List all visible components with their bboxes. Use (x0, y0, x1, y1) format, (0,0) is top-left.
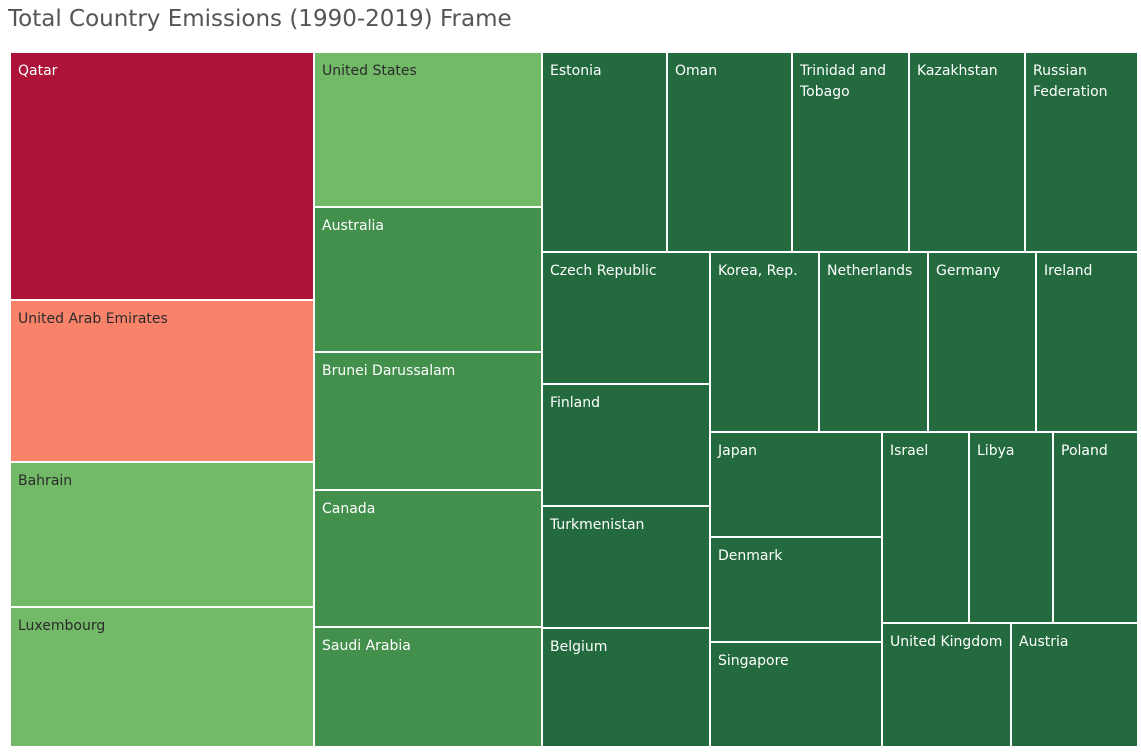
treemap-tile-turkmenistan[interactable]: Turkmenistan (542, 506, 710, 628)
treemap-tile-united-states[interactable]: United States (314, 52, 542, 207)
treemap-tile-label: Bahrain (18, 473, 73, 489)
treemap-tile-label: Estonia (550, 63, 602, 79)
treemap-tile-united-kingdom[interactable]: United Kingdom (882, 623, 1011, 747)
treemap-tile-belgium[interactable]: Belgium (542, 628, 710, 747)
treemap-tile-qatar[interactable]: Qatar (10, 52, 314, 300)
treemap-tile-czech-republic[interactable]: Czech Republic (542, 252, 710, 384)
treemap-tile-label: Australia (322, 218, 384, 234)
treemap-tile-label: Oman (675, 63, 718, 79)
treemap-tile-label: Korea, Rep. (718, 263, 798, 279)
treemap-tile-oman[interactable]: Oman (667, 52, 792, 252)
chart-title: Total Country Emissions (1990-2019) Fram… (8, 6, 512, 32)
treemap-tile-label: Finland (550, 395, 601, 411)
treemap-tile-label: United Arab Emirates (18, 311, 168, 327)
treemap-tile-united-arab-emirates[interactable]: United Arab Emirates (10, 300, 314, 462)
treemap-tile-label: Trinidad and Tobago (800, 63, 887, 100)
treemap-tile-brunei-darussalam[interactable]: Brunei Darussalam (314, 352, 542, 490)
treemap-tile-label: Austria (1019, 634, 1069, 650)
treemap-tile-denmark[interactable]: Denmark (710, 537, 882, 642)
treemap-tile-australia[interactable]: Australia (314, 207, 542, 352)
treemap-tile-label: Denmark (718, 548, 783, 564)
treemap-tile-label: Canada (322, 501, 376, 517)
treemap-tile-label: United Kingdom (890, 634, 1003, 650)
treemap-tile-label: Ireland (1044, 263, 1093, 279)
treemap-tile-japan[interactable]: Japan (710, 432, 882, 537)
treemap-tile-luxembourg[interactable]: Luxembourg (10, 607, 314, 747)
treemap-tile-trinidad-and-tobago[interactable]: Trinidad and Tobago (792, 52, 909, 252)
treemap-tile-poland[interactable]: Poland (1053, 432, 1138, 623)
treemap-tile-singapore[interactable]: Singapore (710, 642, 882, 747)
treemap-tile-label: Poland (1061, 443, 1108, 459)
treemap-tile-russian-federation[interactable]: Russian Federation (1025, 52, 1138, 252)
treemap-tile-estonia[interactable]: Estonia (542, 52, 667, 252)
treemap-tile-label: Brunei Darussalam (322, 363, 456, 379)
treemap-tile-austria[interactable]: Austria (1011, 623, 1138, 747)
treemap-tile-label: Germany (936, 263, 1001, 279)
treemap-tile-label: Kazakhstan (917, 63, 998, 79)
treemap-tile-bahrain[interactable]: Bahrain (10, 462, 314, 607)
treemap-tile-germany[interactable]: Germany (928, 252, 1036, 432)
treemap-tile-label: Russian Federation (1033, 63, 1108, 100)
treemap-tile-label: Luxembourg (18, 618, 106, 634)
treemap-tile-label: Belgium (550, 639, 608, 655)
treemap-tile-label: Singapore (718, 653, 789, 669)
treemap-tile-ireland[interactable]: Ireland (1036, 252, 1138, 432)
treemap-tile-finland[interactable]: Finland (542, 384, 710, 506)
treemap-tile-israel[interactable]: Israel (882, 432, 969, 623)
treemap-tile-label: Israel (890, 443, 929, 459)
treemap-tile-label: Libya (977, 443, 1015, 459)
treemap-chart: Qatar United Arab Emirates Bahrain Luxembou… (10, 52, 1138, 747)
treemap-tile-kazakhstan[interactable]: Kazakhstan (909, 52, 1025, 252)
treemap-tile-canada[interactable]: Canada (314, 490, 542, 627)
treemap-tile-label: Netherlands (827, 263, 913, 279)
treemap-tile-libya[interactable]: Libya (969, 432, 1053, 623)
treemap-tile-label: Saudi Arabia (322, 638, 411, 654)
treemap-tile-label: Turkmenistan (550, 517, 645, 533)
treemap-tile-netherlands[interactable]: Netherlands (819, 252, 928, 432)
treemap-tile-korea-rep[interactable]: Korea, Rep. (710, 252, 819, 432)
treemap-tile-label: United States (322, 63, 417, 79)
treemap-tile-label: Czech Republic (550, 263, 657, 279)
treemap-tile-label: Japan (718, 443, 758, 459)
treemap-tile-saudi-arabia[interactable]: Saudi Arabia (314, 627, 542, 747)
treemap-tile-label: Qatar (18, 63, 58, 79)
